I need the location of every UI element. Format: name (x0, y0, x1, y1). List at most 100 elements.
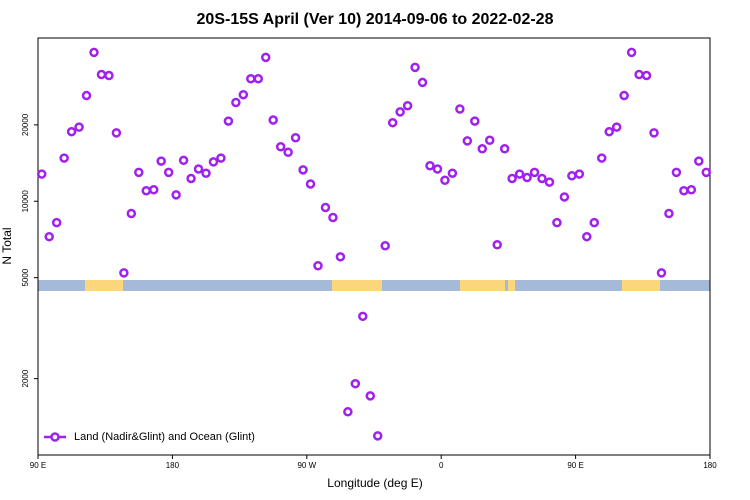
data-point (440, 175, 450, 186)
data-point (290, 132, 301, 143)
data-point (537, 173, 547, 184)
data-point (417, 77, 428, 88)
data-point (611, 122, 622, 132)
data-point (395, 107, 405, 117)
data-point (51, 217, 62, 228)
data-point (193, 164, 204, 174)
y-axis-label: N Total (0, 227, 14, 264)
data-point (231, 97, 241, 108)
data-point (253, 73, 264, 84)
data-point (402, 100, 413, 111)
data-point (350, 378, 361, 389)
data-point (529, 167, 540, 178)
data-point (477, 144, 488, 154)
data-point (126, 208, 137, 219)
surface-band (38, 280, 710, 291)
data-point (679, 186, 689, 196)
data-point (387, 117, 398, 128)
data-point (589, 217, 600, 228)
data-point (447, 168, 458, 178)
data-point (111, 128, 122, 138)
data-point (455, 104, 465, 114)
data-point (223, 116, 234, 126)
data-point (634, 69, 644, 80)
data-point (462, 136, 473, 146)
x-axis-label: Longitude (deg E) (327, 476, 422, 490)
legend-label: Land (Nadir&Glint) and Ocean (Glint) (74, 431, 255, 443)
data-point (686, 185, 697, 195)
legend-marker (50, 432, 60, 442)
data-point (343, 407, 353, 417)
data-point (208, 157, 219, 167)
data-point (626, 47, 637, 58)
data-point (619, 90, 629, 101)
data-point (36, 169, 47, 179)
data-point (246, 73, 256, 84)
x-tick-label: 90 W (297, 461, 316, 470)
data-point (134, 167, 144, 178)
data-point (275, 142, 286, 152)
data-point (372, 431, 383, 441)
data-point (186, 173, 196, 184)
x-tick-label: 0 (439, 461, 444, 470)
x-tick-label: 90 E (567, 461, 583, 470)
data-point (141, 186, 152, 196)
data-point (298, 165, 308, 175)
data-point (664, 208, 674, 219)
data-point (283, 147, 293, 158)
data-point (432, 164, 443, 174)
x-tick-label: 90 E (30, 461, 46, 470)
data-point (74, 122, 84, 132)
data-point (268, 115, 278, 125)
data-point (335, 252, 346, 262)
data-point (163, 167, 174, 178)
data-point (701, 167, 712, 178)
data-point (171, 190, 181, 200)
data-point (119, 268, 129, 278)
data-point (544, 177, 555, 187)
data-point (328, 212, 338, 223)
chart-title: 20S-15S April (Ver 10) 2014-09-06 to 202… (197, 11, 554, 28)
data-point (44, 231, 54, 242)
data-point (694, 156, 704, 166)
data-point (410, 62, 420, 73)
data-point (201, 168, 211, 178)
data-point (178, 155, 189, 166)
data-point (148, 185, 159, 195)
data-point (470, 116, 480, 126)
data-point (604, 126, 614, 137)
data-point (641, 70, 652, 81)
plot-frame (37, 37, 711, 456)
y-tick-label: 5000 (21, 268, 30, 286)
data-point (358, 311, 368, 322)
data-point (216, 153, 226, 163)
data-point (380, 240, 390, 251)
data-point (66, 126, 77, 137)
data-point (559, 192, 570, 202)
data-point (89, 47, 99, 58)
data-point (260, 52, 271, 63)
data-point (238, 89, 249, 100)
data-point (59, 153, 69, 163)
data-point (81, 90, 92, 101)
data-point (649, 128, 659, 138)
data-point (582, 231, 592, 242)
data-point (671, 167, 682, 178)
y-tick-label: 2000 (21, 369, 30, 387)
data-point (365, 391, 376, 401)
y-tick-label: 20000 (21, 113, 30, 136)
data-point (522, 172, 532, 183)
data-point (656, 268, 667, 278)
y-tick-label: 10000 (21, 190, 30, 213)
data-point (499, 144, 510, 154)
x-tick-label: 180 (703, 461, 717, 470)
data-point (156, 156, 166, 166)
data-point (574, 169, 585, 179)
data-point (514, 169, 525, 179)
data-point (552, 217, 562, 228)
data-point (313, 261, 323, 271)
data-point (96, 69, 107, 80)
data-point (484, 135, 495, 145)
data-point (305, 179, 316, 189)
data-point (425, 161, 435, 171)
